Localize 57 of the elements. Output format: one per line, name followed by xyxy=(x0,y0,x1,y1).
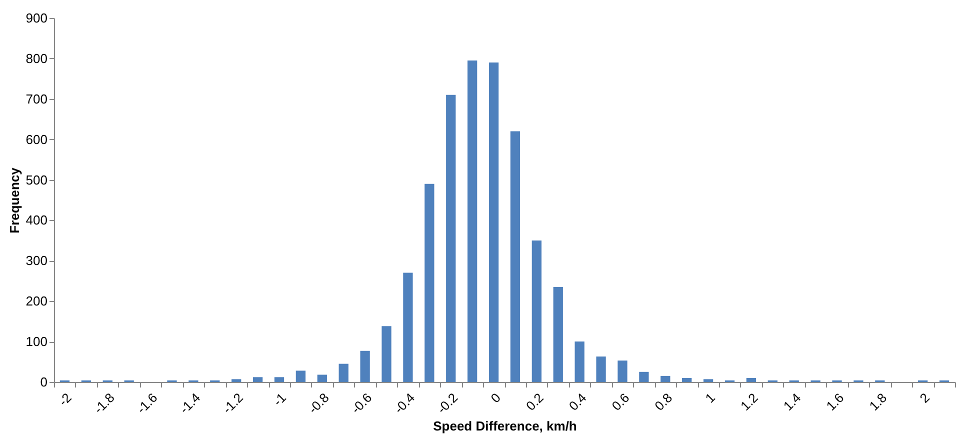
bar xyxy=(639,372,649,382)
x-tick-label: -1.4 xyxy=(176,390,204,417)
bar xyxy=(596,356,606,382)
x-tick-label: -0.2 xyxy=(434,390,461,417)
bar xyxy=(252,377,263,382)
bar xyxy=(574,342,584,382)
y-axis-title: Frequency xyxy=(6,166,22,234)
x-tick-label: -0.4 xyxy=(391,390,418,417)
bar xyxy=(424,184,434,382)
bar xyxy=(510,131,520,382)
x-tick-label: 2 xyxy=(916,390,933,406)
x-tick-label: -2 xyxy=(56,390,74,409)
x-tick-label: 0.8 xyxy=(652,390,676,414)
x-tick-label: -1.6 xyxy=(134,390,160,417)
x-tick-label: 1.6 xyxy=(823,390,847,414)
bar xyxy=(532,240,542,382)
x-axis-title: Speed Difference, km/h xyxy=(433,418,577,434)
y-tick-label: 800 xyxy=(26,50,48,66)
bar xyxy=(553,286,563,382)
x-tick-label: -0.6 xyxy=(348,390,375,417)
bar xyxy=(317,374,327,382)
y-tick-label: 200 xyxy=(26,294,48,309)
bar xyxy=(703,379,714,382)
bar xyxy=(660,376,670,382)
x-tick-label: -1.2 xyxy=(220,390,246,417)
x-tick-label: 0.2 xyxy=(522,390,546,414)
bar xyxy=(403,272,413,382)
y-tick-label: 400 xyxy=(26,212,48,228)
y-tick-label: 100 xyxy=(26,334,48,350)
bar xyxy=(296,370,306,382)
bar xyxy=(360,350,370,382)
y-tick-label: 900 xyxy=(26,10,48,26)
x-tick-label: 1.4 xyxy=(780,390,804,414)
x-tick-label: -0.8 xyxy=(305,390,332,417)
bar xyxy=(618,360,628,382)
bar xyxy=(488,62,499,382)
bar xyxy=(682,378,692,382)
x-tick-label: 1.2 xyxy=(738,390,761,414)
bar xyxy=(338,364,348,382)
x-tick-label: 1.8 xyxy=(866,390,890,414)
bar xyxy=(467,60,478,382)
bar xyxy=(232,379,242,382)
y-tick-label: 600 xyxy=(26,132,48,147)
x-tick-label: 0 xyxy=(488,390,504,406)
x-tick-label: 0.6 xyxy=(608,390,632,414)
y-tick-label: 0 xyxy=(40,374,48,390)
bar xyxy=(446,94,456,382)
y-tick-label: 700 xyxy=(26,91,48,106)
x-tick-label: -1 xyxy=(270,390,289,409)
bar xyxy=(382,326,392,382)
x-tick-label: -1.8 xyxy=(90,390,118,417)
bar xyxy=(746,378,756,382)
bar xyxy=(274,377,284,382)
y-tick-label: 500 xyxy=(26,172,48,188)
x-tick-label: 1 xyxy=(702,390,718,406)
x-tick-label: 0.4 xyxy=(566,390,590,414)
y-tick-label: 300 xyxy=(26,253,48,268)
